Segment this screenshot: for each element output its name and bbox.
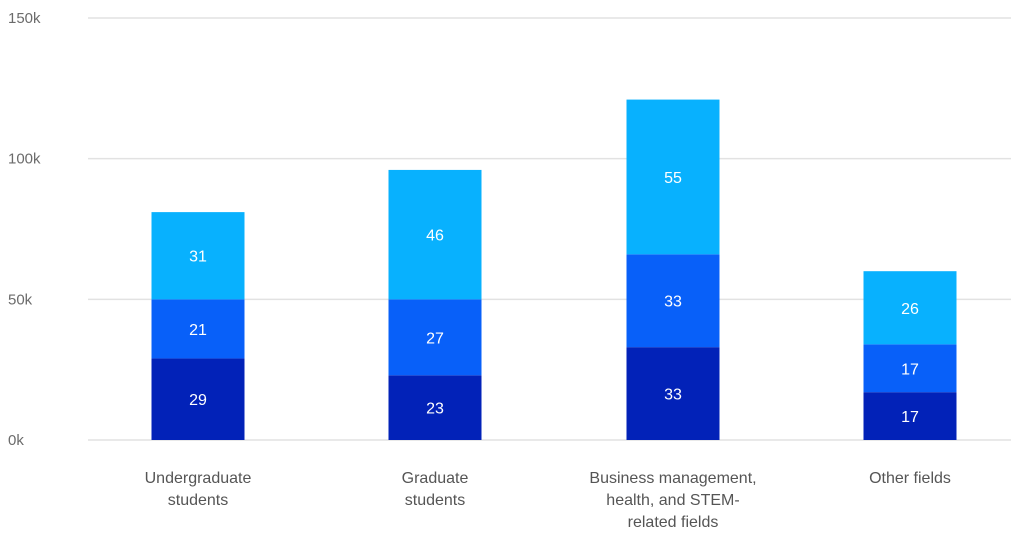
x-category-label: Undergraduate xyxy=(145,470,252,487)
data-label: 27 xyxy=(426,330,444,347)
x-category-label: Other fields xyxy=(869,470,951,487)
data-label: 17 xyxy=(901,361,919,378)
x-category-label: students xyxy=(405,492,465,509)
bar-segment xyxy=(626,347,720,440)
data-label: 29 xyxy=(189,392,207,409)
x-category-label: Graduate xyxy=(402,470,469,487)
data-label: 26 xyxy=(901,301,919,318)
bar-segment xyxy=(863,271,957,345)
data-label: 21 xyxy=(189,322,207,339)
data-label: 33 xyxy=(664,294,682,311)
y-tick-label: 50k xyxy=(8,291,33,308)
y-tick-label: 150k xyxy=(8,10,41,27)
y-tick-label: 100k xyxy=(8,151,41,168)
bar-segment xyxy=(388,169,482,300)
bar-segment xyxy=(151,299,245,359)
data-label: 31 xyxy=(189,249,207,266)
bar-segment xyxy=(863,392,957,440)
bar-segment xyxy=(151,358,245,440)
y-tick-label: 0k xyxy=(8,432,24,449)
x-category-label: health, and STEM- xyxy=(606,492,739,509)
data-label: 33 xyxy=(664,387,682,404)
bar-segment xyxy=(863,344,957,393)
x-category-label: students xyxy=(168,492,228,509)
bar-segment xyxy=(388,299,482,376)
data-label: 23 xyxy=(426,401,444,418)
x-category-label: Business management, xyxy=(589,470,756,487)
data-label: 46 xyxy=(426,228,444,245)
bar-segment xyxy=(151,212,245,300)
data-label: 55 xyxy=(664,170,682,187)
bar-segment xyxy=(626,99,720,255)
data-label: 17 xyxy=(901,409,919,426)
bar-segment xyxy=(626,254,720,348)
bar-segment xyxy=(388,375,482,440)
x-category-label: related fields xyxy=(628,514,719,531)
